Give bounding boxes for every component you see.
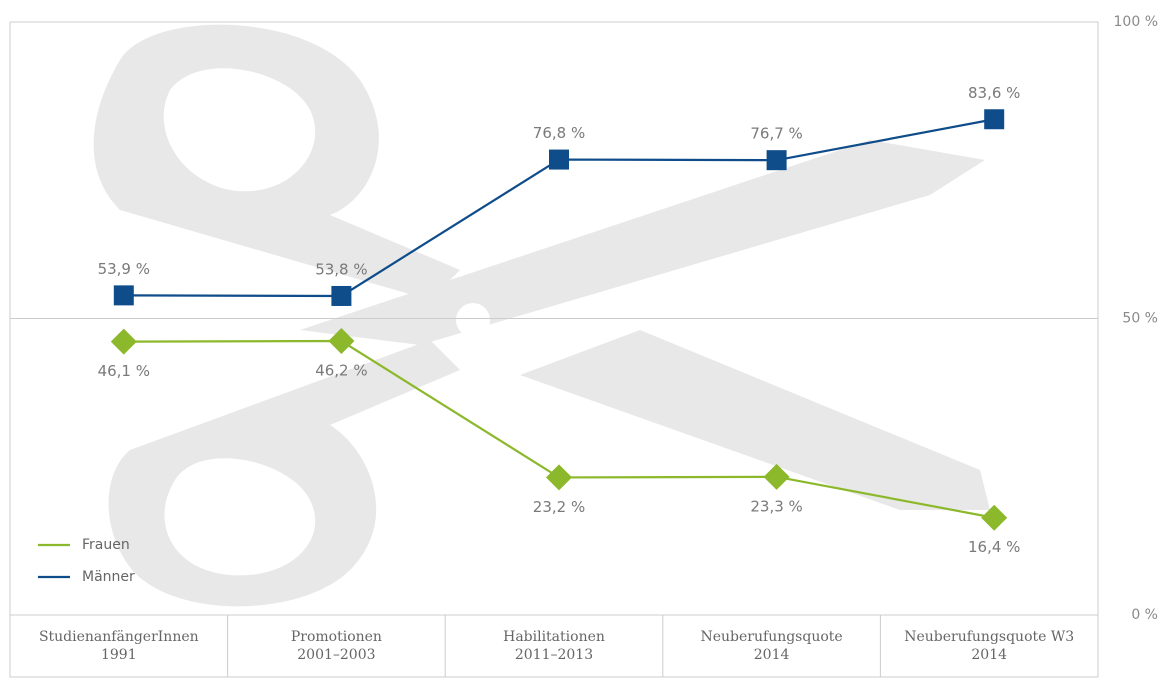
marker [328,328,355,355]
scissors-background [93,24,990,607]
value-label: 46,1 % [98,362,150,380]
value-label: 23,2 % [533,498,585,516]
value-label: 83,6 % [968,84,1020,102]
x-tick-label: Promotionen [291,629,382,645]
x-tick-label: Habilitationen [503,629,605,645]
marker [763,463,790,490]
marker [984,109,1005,130]
marker [549,149,569,170]
value-label: 16,4 % [968,538,1020,556]
x-tick-label: 2011–2013 [515,647,593,663]
legend-label: Frauen [82,537,130,553]
x-tick-label: Neuberufungsquote W3 [904,629,1074,645]
marker [981,504,1008,531]
value-label: 53,8 % [315,260,367,278]
marker [546,464,572,491]
value-label: 46,2 % [315,362,367,380]
y-tick-label: 0 % [1131,607,1158,623]
x-tick-label: StudienanfängerInnen [39,629,199,645]
marker [113,285,134,306]
x-tick-label: 2014 [971,647,1007,663]
x-tick-label: Neuberufungsquote [701,629,843,645]
marker [766,150,787,171]
x-tick-label: 1991 [101,647,137,663]
x-tick-label: 2014 [754,647,790,663]
value-label: 76,8 % [533,124,585,142]
y-tick-label: 100 % [1114,14,1158,30]
legend-label: Männer [82,569,135,585]
marker [110,328,137,355]
x-tick-label: 2001–2003 [297,647,375,663]
marker [331,285,352,306]
value-label: 76,7 % [750,125,802,143]
value-label: 23,3 % [750,497,802,515]
y-tick-label: 50 % [1122,311,1158,327]
value-label: 53,9 % [98,260,150,278]
